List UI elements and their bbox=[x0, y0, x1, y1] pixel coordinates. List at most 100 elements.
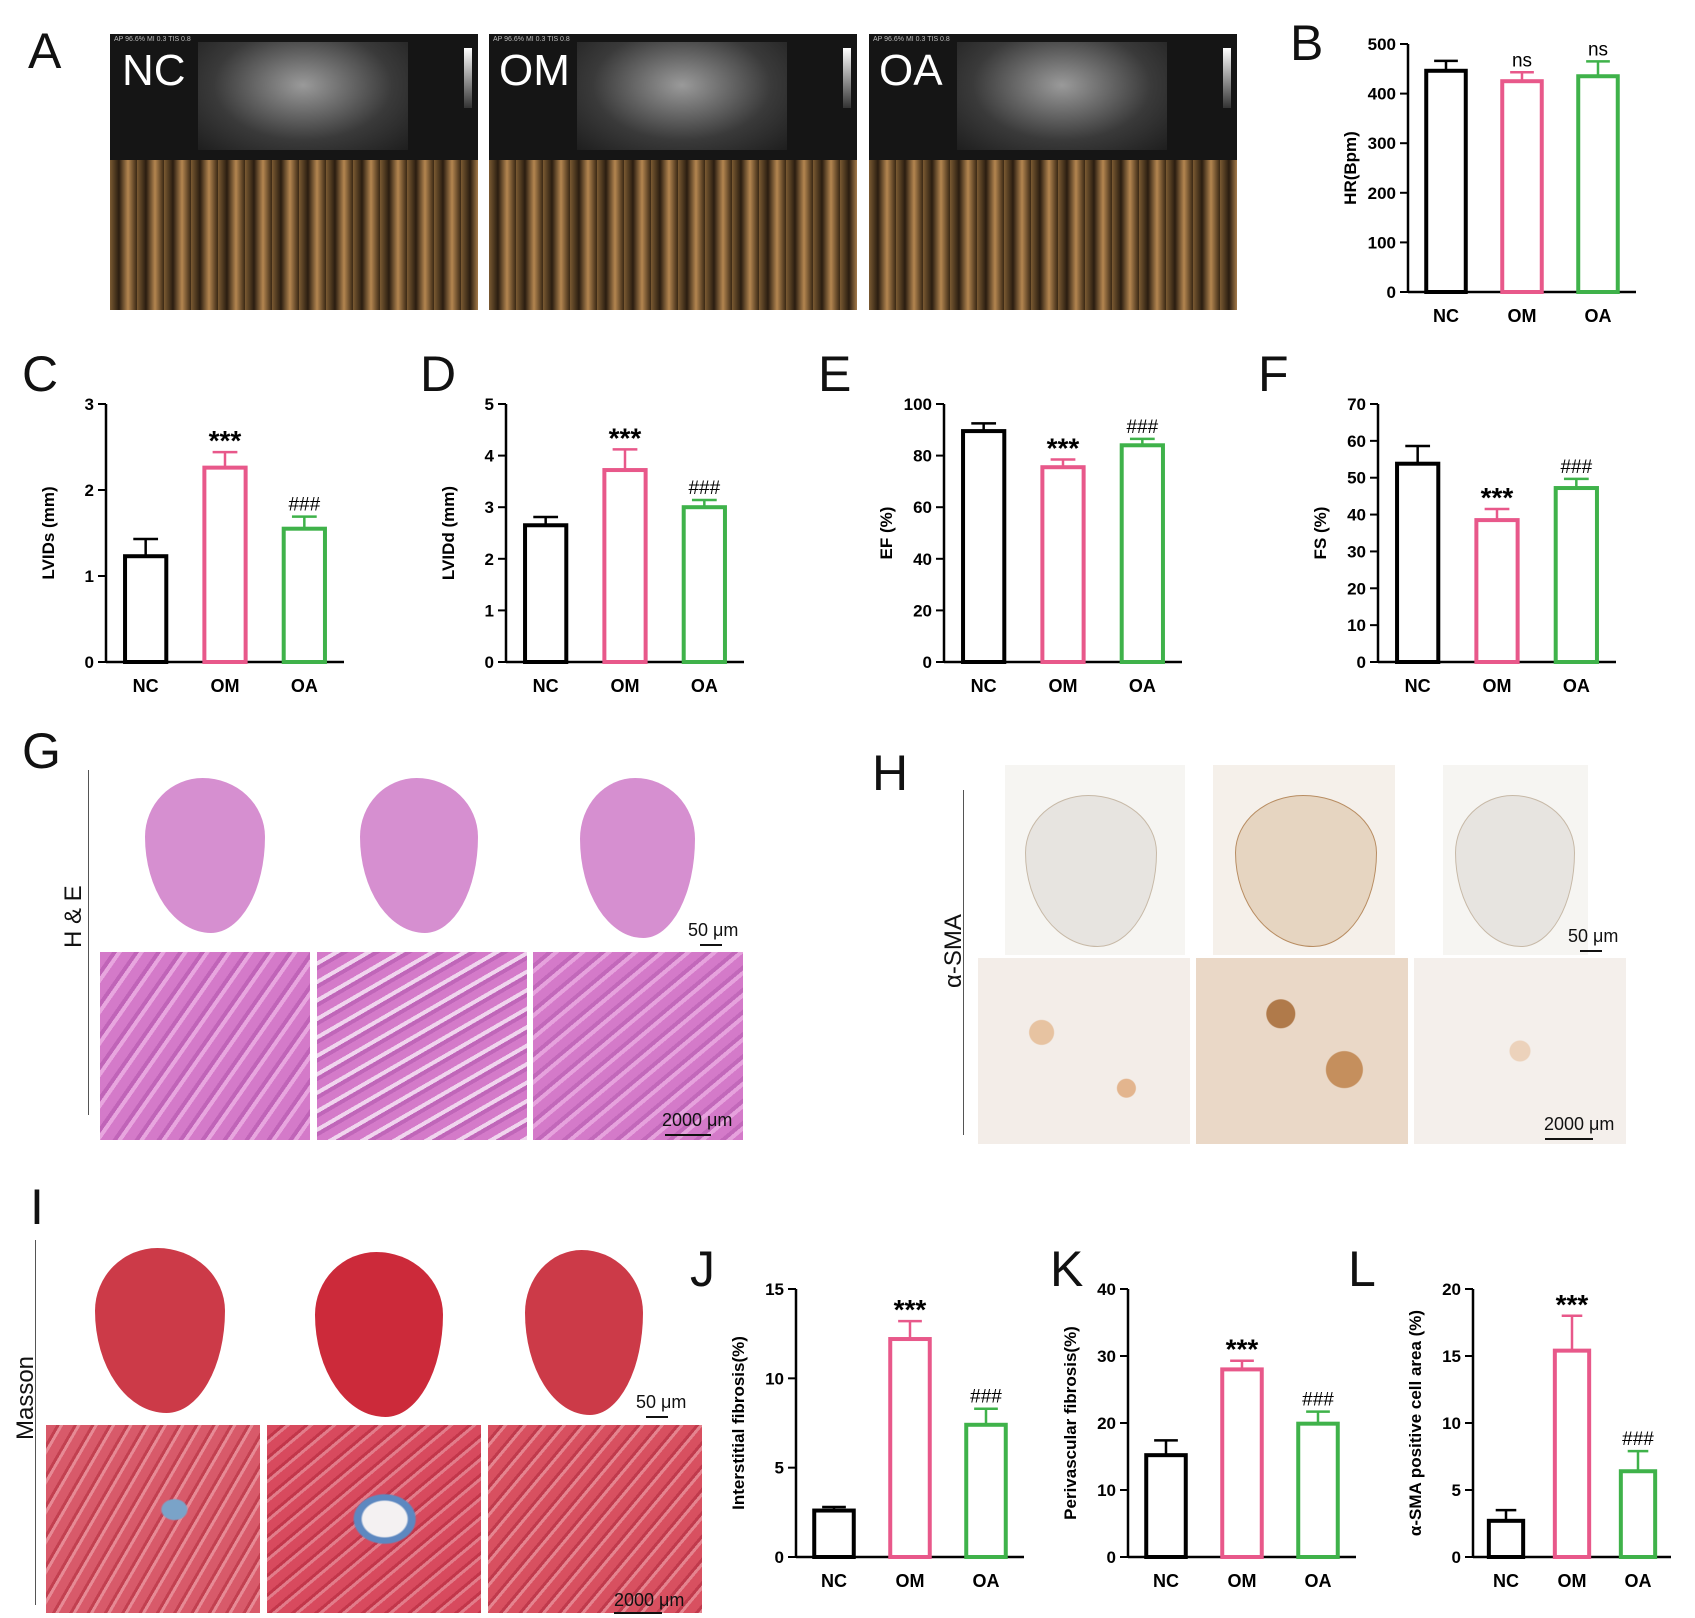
masson-scale-top: 50 μm bbox=[636, 1392, 687, 1412]
chart-l-xtick-label: OM bbox=[1558, 1571, 1587, 1591]
chart-f-ylabel: FS (%) bbox=[1311, 507, 1330, 560]
chart-j-annotation: *** bbox=[894, 1294, 927, 1325]
chart-c-ytick-label: 1 bbox=[85, 567, 94, 586]
chart-f-annotation: ### bbox=[1560, 457, 1592, 478]
chart-e-ytick-label: 100 bbox=[904, 395, 932, 414]
chart-k-ytick-label: 20 bbox=[1097, 1414, 1116, 1433]
he-heart-nc bbox=[145, 778, 265, 933]
chart-b-ytick-label: 400 bbox=[1368, 85, 1396, 104]
chart-c-bar bbox=[123, 554, 169, 664]
chart-e-annotation: *** bbox=[1047, 432, 1080, 463]
chart-d-bar bbox=[523, 523, 569, 664]
chart-c-ytick-label: 2 bbox=[85, 481, 94, 500]
chart-f-bar bbox=[1395, 461, 1441, 664]
chart-j-xtick-label: OM bbox=[896, 1571, 925, 1591]
chart-j-ytick-label: 0 bbox=[775, 1548, 784, 1567]
chart-f-ytick-label: 30 bbox=[1347, 542, 1366, 561]
chart-d-annotation: ### bbox=[688, 478, 720, 499]
chart-l-bar bbox=[1618, 1469, 1658, 1560]
chart-k-xtick-label: OA bbox=[1305, 1571, 1332, 1591]
chart-b-svg: 0 100 200 300 400 500 HR(Bpm) NC OM ns OA ns bbox=[1341, 35, 1636, 326]
he-scale-bottom-bar bbox=[665, 1134, 711, 1136]
chart-f-bar bbox=[1474, 518, 1520, 664]
echo-oa-scale bbox=[1223, 48, 1231, 108]
chart-c-annotation: *** bbox=[209, 425, 242, 456]
panel-letter-j: J bbox=[690, 1241, 715, 1297]
chart-c-xtick-label: NC bbox=[133, 676, 159, 696]
chart-l-ytick-label: 0 bbox=[1452, 1548, 1461, 1567]
chart-c-annotation: ### bbox=[288, 495, 320, 516]
panel-letter-i: I bbox=[30, 1179, 44, 1235]
sma-micro-nc bbox=[978, 958, 1190, 1144]
he-scale-bottom: 2000 μm bbox=[662, 1110, 733, 1130]
chart-j-bar bbox=[888, 1337, 932, 1559]
chart-c-ylabel: LVIDs (mm) bbox=[39, 486, 58, 579]
chart-e-bar bbox=[1040, 465, 1086, 664]
chart-e-xtick-label: OA bbox=[1129, 676, 1156, 696]
chart-l-ytick-label: 10 bbox=[1442, 1414, 1461, 1433]
masson-micro-om bbox=[267, 1425, 481, 1613]
chart-d: 0 1 2 3 4 5 LVIDd (mm) NC OM *** OA ### bbox=[428, 380, 758, 710]
chart-j-ytick-label: 5 bbox=[775, 1459, 784, 1478]
chart-k-bar bbox=[1144, 1453, 1188, 1559]
sma-scale-top-bar bbox=[1580, 950, 1602, 952]
sma-divider bbox=[963, 790, 964, 1135]
chart-d-bar bbox=[602, 468, 648, 664]
masson-scale-top-bar bbox=[646, 1416, 668, 1418]
panel-letter-l: L bbox=[1348, 1241, 1376, 1297]
he-micro-om bbox=[317, 952, 527, 1140]
masson-heart-nc bbox=[95, 1248, 225, 1413]
sma-label: α-SMA bbox=[940, 914, 967, 988]
chart-f-svg: 0 10 20 30 40 50 60 70 FS (%) NC OM *** OA ### bbox=[1311, 395, 1616, 696]
chart-l-xtick-label: NC bbox=[1493, 1571, 1519, 1591]
chart-k-ytick-label: 40 bbox=[1097, 1280, 1116, 1299]
chart-d-svg: 0 1 2 3 4 5 LVIDd (mm) NC OM *** OA ### bbox=[439, 395, 744, 696]
chart-d-xtick-label: NC bbox=[533, 676, 559, 696]
chart-k-annotation: ### bbox=[1302, 1390, 1334, 1411]
chart-d-xtick-label: OA bbox=[691, 676, 718, 696]
chart-f-ytick-label: 0 bbox=[1357, 653, 1366, 672]
masson-micro-oa bbox=[488, 1425, 702, 1613]
echo-oa-label: OA bbox=[879, 46, 943, 95]
chart-j-xtick-label: OA bbox=[973, 1571, 1000, 1591]
echo-nc: AP 96.6% MI 0.3 TIS 0.8 NC bbox=[110, 34, 478, 310]
chart-k-xtick-label: NC bbox=[1153, 1571, 1179, 1591]
panel-letter-d: D bbox=[420, 346, 457, 402]
chart-k-ylabel: Perivascular fibrosis(%) bbox=[1061, 1326, 1080, 1520]
chart-f-ytick-label: 50 bbox=[1347, 469, 1366, 488]
he-scale-top: 50 μm bbox=[688, 920, 739, 940]
chart-l-ytick-label: 15 bbox=[1442, 1347, 1461, 1366]
masson-micro-nc bbox=[46, 1425, 260, 1613]
chart-e-ytick-label: 40 bbox=[913, 550, 932, 569]
panel-letter-g: G bbox=[22, 723, 61, 779]
panel-letter-a: A bbox=[28, 23, 62, 79]
masson-scale-bottom-bar bbox=[614, 1612, 662, 1614]
chart-b-annotation: ns bbox=[1512, 50, 1532, 71]
echo-nc-mmode bbox=[110, 160, 478, 310]
chart-c: 0 1 2 3 LVIDs (mm) NC OM *** OA ### bbox=[28, 380, 358, 710]
chart-b-annotation: ns bbox=[1588, 39, 1608, 60]
chart-f-xtick-label: OA bbox=[1563, 676, 1590, 696]
chart-l-ylabel: α-SMA positive cell area (%) bbox=[1406, 1310, 1425, 1536]
chart-d-ytick-label: 0 bbox=[485, 653, 494, 672]
chart-f-annotation: *** bbox=[1481, 482, 1514, 513]
chart-b-xtick-label: OM bbox=[1508, 306, 1537, 326]
chart-f-bar bbox=[1553, 486, 1599, 664]
chart-j-bar bbox=[964, 1422, 1008, 1559]
chart-f-ytick-label: 10 bbox=[1347, 616, 1366, 635]
chart-b-ytick-label: 0 bbox=[1387, 283, 1396, 302]
chart-k-ytick-label: 0 bbox=[1107, 1548, 1116, 1567]
he-micro-nc bbox=[100, 952, 310, 1140]
sma-micro-om bbox=[1196, 958, 1408, 1144]
he-divider bbox=[88, 770, 89, 1115]
echo-oa: AP 96.6% MI 0.3 TIS 0.8 OA bbox=[869, 34, 1237, 310]
echo-nc-label: NC bbox=[122, 46, 186, 95]
masson-heart-oa bbox=[525, 1250, 643, 1415]
sma-scale-bottom: 2000 μm bbox=[1544, 1114, 1615, 1134]
echo-oa-header: AP 96.6% MI 0.3 TIS 0.8 bbox=[873, 36, 950, 43]
sma-scale-bottom-bar bbox=[1545, 1138, 1593, 1140]
chart-d-xtick-label: OM bbox=[611, 676, 640, 696]
chart-j-annotation: ### bbox=[970, 1387, 1002, 1408]
chart-k-bar bbox=[1296, 1421, 1340, 1559]
chart-l-bar bbox=[1552, 1348, 1592, 1559]
